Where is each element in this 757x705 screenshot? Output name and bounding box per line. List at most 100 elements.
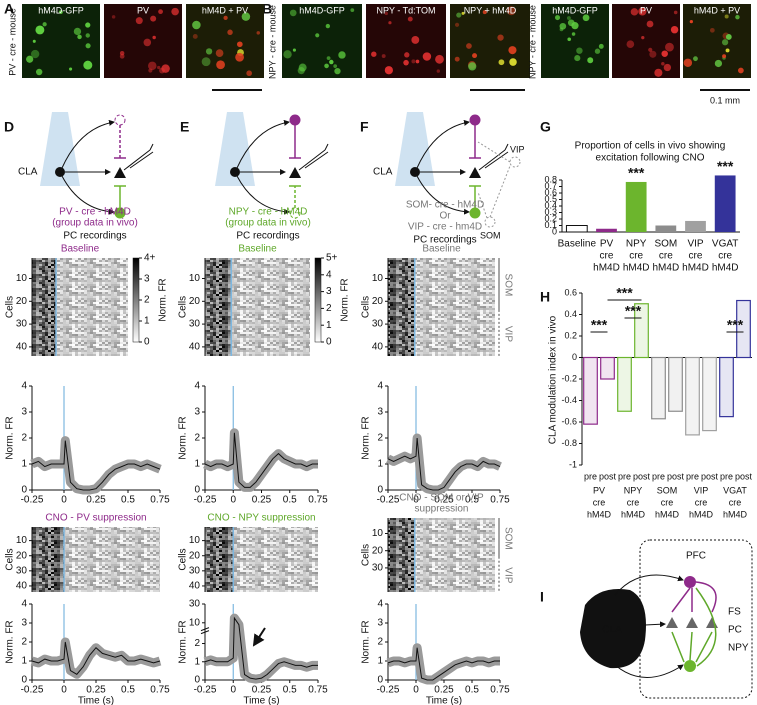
cell-blob (236, 41, 243, 48)
cell-blob (411, 59, 416, 64)
cell-blob (714, 59, 723, 68)
category-label: VIP (687, 239, 703, 250)
panel-letter: A (4, 1, 14, 17)
cell-blob (171, 7, 179, 16)
y-axis-label: Norm. FR (178, 620, 189, 663)
scale-label: 0.1 mm (710, 95, 740, 105)
category-label: hM4D (712, 263, 739, 274)
bar (565, 225, 588, 233)
bar (668, 356, 683, 412)
y-tick-label: 4 (194, 381, 200, 392)
cell-label: NPY (728, 643, 749, 654)
y-tick-label: 10 (189, 535, 201, 546)
bar (714, 175, 736, 232)
cell-blob (152, 35, 156, 40)
category-label: cre (629, 251, 643, 262)
column-title: PV - cre - hM4D (59, 207, 131, 218)
cell-blob (223, 15, 228, 20)
fs-cell (469, 114, 481, 126)
x-tick-label: -0.25 (194, 685, 217, 696)
cell-blob (69, 67, 73, 71)
colorbar (314, 257, 322, 343)
cell-blob (157, 65, 161, 70)
y-tick-label: 0.4 (564, 309, 577, 319)
cell-blob (26, 55, 34, 63)
group-label: cre (627, 497, 640, 507)
y-tick-label: 0.4 (544, 200, 557, 210)
image-label: hM4D + PV (694, 5, 740, 15)
panel-letter: H (540, 289, 550, 305)
cell-blob (582, 14, 590, 22)
category-label: pre (618, 471, 631, 481)
cell-blob (689, 19, 693, 24)
y-tick-label: 0.1 (544, 220, 557, 230)
cell-blob (326, 56, 331, 60)
cell-blob (436, 69, 440, 73)
cell-blob (85, 43, 91, 49)
y-axis-label: Cells (178, 548, 189, 570)
x-tick-label: 0 (413, 685, 419, 696)
y-tick-label: 4 (377, 599, 383, 610)
cell-blob (148, 61, 157, 71)
schematic-label: CLA (373, 167, 393, 178)
y-tick-label: 20 (16, 296, 28, 307)
cell-blob (693, 56, 698, 62)
y-tick-label: 40 (189, 581, 201, 592)
panel-letter: I (540, 589, 544, 605)
y-tick-label: 0 (194, 485, 200, 496)
colorbar-tick-label: 0 (326, 337, 332, 348)
group-label: hM4D (621, 509, 646, 519)
cell-blob (721, 39, 729, 46)
pfc-box (639, 539, 753, 699)
mean-trace (31, 440, 161, 491)
category-label: pre (686, 471, 699, 481)
y-axis-label: Cells (361, 296, 372, 318)
category-label: cre (659, 251, 673, 262)
x-tick-label: -0.25 (377, 495, 400, 506)
y-tick-label: 3 (377, 618, 383, 629)
bar (617, 356, 632, 412)
category-label: pre (584, 471, 597, 481)
cell-blob (415, 59, 420, 64)
y-tick-label: 0.3 (544, 207, 557, 217)
cell-blob (411, 36, 420, 44)
electrode (298, 143, 329, 171)
y-tick-label: -0.6 (561, 416, 577, 426)
x-tick-label: 0.25 (434, 685, 454, 696)
cell-blob (737, 67, 744, 74)
y-tick-label: 4 (377, 381, 383, 392)
projection (416, 175, 470, 215)
cell-blob (567, 19, 575, 27)
cell-blob (289, 9, 297, 17)
cell-blob (35, 25, 45, 35)
cell-blob (509, 58, 517, 66)
bar (685, 220, 706, 232)
y-tick-label: 2 (194, 433, 200, 444)
bar (655, 225, 677, 232)
colorbar-tick-label: 2 (144, 295, 150, 306)
cell-blob (722, 54, 727, 59)
column-title: VIP - cre - hm4D (408, 222, 482, 233)
sem-band (30, 637, 162, 679)
group-label: PV (593, 485, 605, 495)
colorbar-tick-label: 3 (144, 274, 150, 285)
column-title: NPY - cre - hM4D (229, 207, 308, 218)
cell-blob (472, 53, 478, 59)
cell-blob (371, 51, 377, 57)
som-cell (484, 216, 496, 228)
cell-blob (192, 34, 198, 39)
colorbar-tick-label: 4+ (144, 253, 156, 264)
pyramidal-cell (666, 617, 678, 628)
x-tick-label: 0.5 (465, 685, 479, 696)
cell-blob (566, 16, 571, 21)
cell-blob (649, 50, 657, 58)
cell-blob (143, 38, 152, 47)
image-label: PV (137, 5, 149, 15)
panel-letter: D (4, 119, 14, 135)
cell-blob (626, 40, 635, 49)
cell-blob (192, 20, 201, 30)
cell-blob (215, 49, 224, 57)
group-label: cre (729, 497, 742, 507)
cell-blob (246, 70, 252, 77)
x-tick-label: 0 (61, 685, 67, 696)
